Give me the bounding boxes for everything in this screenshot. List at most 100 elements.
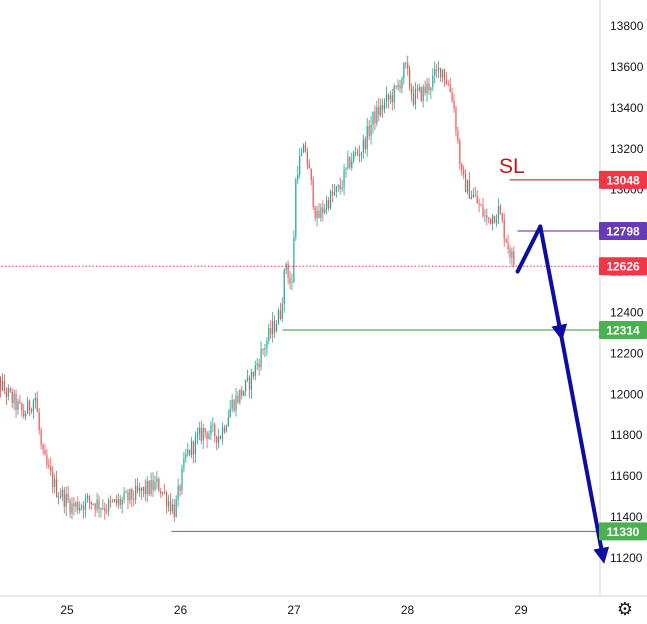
candle-body [281, 304, 283, 320]
candle-body [98, 499, 100, 510]
candle-body [362, 139, 364, 153]
candle-body [142, 486, 144, 492]
candle-body [200, 427, 202, 441]
candle-body [401, 78, 403, 89]
candle-body [225, 426, 227, 432]
candle-body [275, 324, 278, 332]
candle-body [482, 205, 484, 217]
y-tick-label: 13200 [610, 142, 644, 156]
candle-body [372, 111, 374, 125]
candle-body [219, 436, 222, 439]
candle-body [202, 428, 204, 441]
candle-body [171, 504, 173, 512]
candle-body [366, 125, 368, 150]
candle-body [297, 174, 299, 180]
candle-body [391, 95, 393, 103]
candle-body [77, 502, 79, 511]
sl-annotation: SL [499, 155, 525, 178]
candle-body [221, 427, 224, 439]
candle-body [439, 67, 442, 78]
candle-body [81, 505, 83, 508]
candle-body [208, 434, 210, 440]
candle-body [287, 264, 289, 278]
candle-body [345, 167, 347, 170]
candle-body [21, 403, 23, 411]
x-tick-label: 28 [401, 603, 415, 617]
candle-body [457, 131, 459, 141]
candle-body [397, 84, 399, 87]
candle-body [310, 168, 312, 180]
candle-body [312, 179, 314, 207]
candle-body [52, 471, 54, 488]
candle-body [349, 157, 351, 168]
candle-body [465, 173, 467, 193]
candle-body [306, 151, 308, 165]
gear-icon[interactable]: ⚙ [616, 599, 634, 620]
candle-body [328, 199, 330, 209]
candle-body [329, 191, 332, 209]
price-badge-label: 11330 [607, 525, 640, 539]
candle-body [466, 180, 469, 193]
x-tick-label: 25 [60, 603, 74, 617]
candle-body [5, 390, 7, 397]
candle-body [436, 69, 438, 70]
candle-body [169, 501, 171, 512]
candle-body [25, 413, 27, 417]
candle-body [513, 251, 515, 266]
price-badge[interactable] [599, 522, 647, 541]
candle-body [15, 393, 17, 410]
candle-body [173, 504, 175, 518]
candle-body [355, 152, 357, 154]
candle-body [150, 480, 152, 494]
candle-body [158, 478, 160, 491]
candle-body [478, 203, 480, 205]
candle-body [44, 449, 46, 456]
candle-body [341, 187, 343, 190]
candle-body [505, 238, 507, 243]
y-tick-label: 13600 [610, 60, 644, 74]
level-layer [0, 179, 600, 532]
candle-body [127, 492, 129, 501]
candle-body [239, 389, 241, 403]
candle-body [156, 478, 158, 483]
candle-body [266, 340, 268, 349]
candle-body [67, 493, 69, 501]
candle-body [131, 489, 133, 500]
candle-body [246, 377, 249, 381]
x-tick-label: 29 [514, 603, 528, 617]
price-badge[interactable] [599, 321, 647, 340]
candle-body [486, 215, 488, 218]
candle-body [441, 69, 444, 78]
candle-body [430, 87, 432, 91]
candle-body [165, 492, 168, 507]
candle-body [484, 215, 486, 217]
candle-body [289, 277, 291, 284]
candle-body [414, 89, 417, 105]
candle-body [30, 410, 33, 412]
candle-body [301, 152, 303, 157]
candle-body [229, 408, 231, 418]
price-badge[interactable] [599, 257, 647, 276]
candle-body [94, 504, 96, 510]
price-badge[interactable] [599, 222, 647, 241]
badge-layer[interactable]: 13048 12798 12626 12314 11330 [599, 170, 647, 541]
candle-body [422, 86, 424, 101]
candle-body [360, 152, 363, 156]
candle-body [324, 209, 326, 213]
candle-body [273, 320, 276, 332]
candle-body [216, 436, 218, 443]
candle-body [383, 101, 386, 110]
candle-body [212, 424, 214, 426]
candle-body [175, 499, 177, 518]
candle-body [136, 485, 139, 491]
price-badge[interactable] [599, 170, 647, 189]
candle-body [104, 508, 106, 511]
candle-body [189, 449, 191, 456]
candle-body [418, 87, 420, 91]
candle-body [113, 499, 116, 502]
candle-body [495, 219, 498, 223]
candle-body [511, 251, 513, 258]
candle-body [54, 479, 56, 488]
candle-body [262, 349, 264, 351]
